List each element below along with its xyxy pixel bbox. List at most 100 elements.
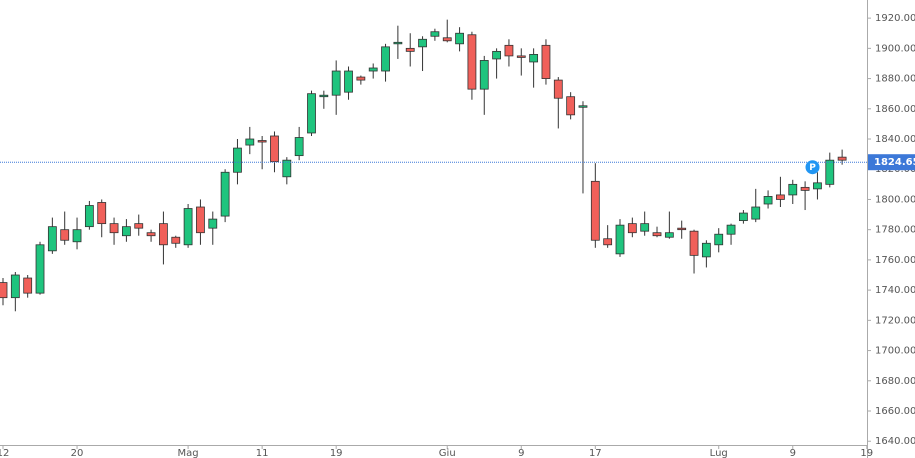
- candle-body: [479, 60, 489, 90]
- candle-body: [393, 41, 403, 45]
- candle-body: [122, 226, 131, 237]
- candle-body: [541, 44, 551, 79]
- candle-body: [714, 233, 724, 246]
- candle-body: [504, 44, 514, 57]
- y-tick-label: 1760.00: [875, 255, 915, 266]
- marker-label: P: [809, 163, 816, 173]
- candle-body: [282, 159, 292, 178]
- candle-body: [368, 67, 378, 72]
- candle-body: [529, 53, 539, 63]
- x-tick-label: 9: [518, 448, 524, 458]
- candle-body: [615, 224, 625, 255]
- candle-body: [689, 230, 699, 256]
- candle-body: [664, 232, 674, 238]
- y-tick-label: 1660.00: [875, 406, 915, 417]
- candle-body: [171, 236, 181, 244]
- candle-body: [134, 223, 144, 229]
- candle-body: [837, 156, 847, 161]
- candle-body: [418, 38, 427, 48]
- candle-body: [467, 34, 477, 90]
- candle-body: [344, 70, 353, 93]
- candle-body: [442, 37, 452, 42]
- y-tick-label: 1740.00: [875, 285, 915, 296]
- candle-body: [47, 226, 57, 252]
- x-tick-label: 20: [71, 448, 84, 458]
- candle-body: [245, 138, 255, 146]
- y-tick-label: 1720.00: [875, 315, 915, 326]
- candle-body: [10, 274, 20, 299]
- candle-body: [319, 94, 329, 98]
- y-tick-label: 1680.00: [875, 376, 915, 387]
- candle-body: [270, 135, 279, 163]
- y-tick-label: 1780.00: [875, 225, 915, 236]
- candle-body: [159, 223, 168, 246]
- candle-body: [825, 159, 835, 185]
- last-price-label: 1824.65: [874, 157, 915, 168]
- last-price-box: [868, 154, 915, 171]
- x-tick-label: 19: [860, 448, 873, 458]
- y-tick-label: 1920.00: [875, 13, 915, 24]
- marker-circle: [805, 160, 820, 175]
- candle-body: [492, 50, 502, 60]
- y-tick-label: 1640.00: [875, 436, 915, 447]
- candle-body: [800, 186, 810, 191]
- candle-body: [84, 205, 94, 228]
- candle-body: [208, 218, 218, 229]
- x-tick-label: 17: [589, 448, 602, 458]
- y-tick-label: 1700.00: [875, 346, 915, 357]
- x-tick-label: 19: [330, 448, 343, 458]
- candle-body: [455, 32, 464, 45]
- candle-body: [652, 232, 662, 237]
- candle-body: [627, 223, 637, 234]
- candle-body: [183, 208, 193, 246]
- candle-body: [677, 227, 687, 231]
- candle-body: [196, 206, 205, 234]
- candle-body: [751, 206, 761, 220]
- x-tick-label: Giu: [439, 448, 456, 458]
- candle-body: [763, 196, 773, 205]
- candle-body: [701, 242, 711, 258]
- x-tick-label: Mag: [178, 448, 199, 458]
- candle-body: [776, 194, 785, 200]
- candle-body: [60, 229, 70, 241]
- candle-body: [35, 244, 45, 294]
- candle-body: [405, 47, 415, 52]
- candle-body: [109, 223, 119, 234]
- candle-body: [553, 79, 563, 99]
- candle-body: [146, 232, 156, 237]
- x-tick-label: 11: [256, 448, 269, 458]
- x-tick-label: Lug: [710, 448, 728, 458]
- candle-body: [381, 46, 390, 72]
- candle-body: [233, 147, 242, 173]
- candle-body: [294, 137, 304, 157]
- candle-body: [640, 223, 650, 232]
- y-tick-label: 1860.00: [875, 104, 915, 115]
- candle-body: [97, 202, 107, 225]
- candle-body: [72, 229, 82, 243]
- y-tick-label: 1900.00: [875, 43, 915, 54]
- candle-body: [516, 55, 526, 58]
- x-tick-label: 9: [790, 448, 796, 458]
- candle-body: [220, 171, 230, 217]
- y-tick-label: 1840.00: [875, 134, 915, 145]
- candle-body: [726, 224, 736, 235]
- candle-body: [307, 93, 316, 134]
- candle-body: [739, 212, 748, 222]
- candle-body: [23, 277, 33, 294]
- y-tick-label: 1880.00: [875, 74, 915, 85]
- candle-body: [788, 183, 798, 196]
- candle-body: [430, 31, 440, 37]
- candle-body: [813, 182, 822, 190]
- candle-body: [356, 76, 366, 81]
- y-tick-label: 1800.00: [875, 194, 915, 205]
- candle-body: [578, 105, 588, 108]
- candle-body: [0, 282, 8, 299]
- candle-body: [331, 70, 341, 96]
- candle-body: [603, 238, 613, 246]
- candle-body: [590, 180, 600, 241]
- x-tick-label: 12: [0, 448, 9, 458]
- candle-body: [566, 96, 576, 116]
